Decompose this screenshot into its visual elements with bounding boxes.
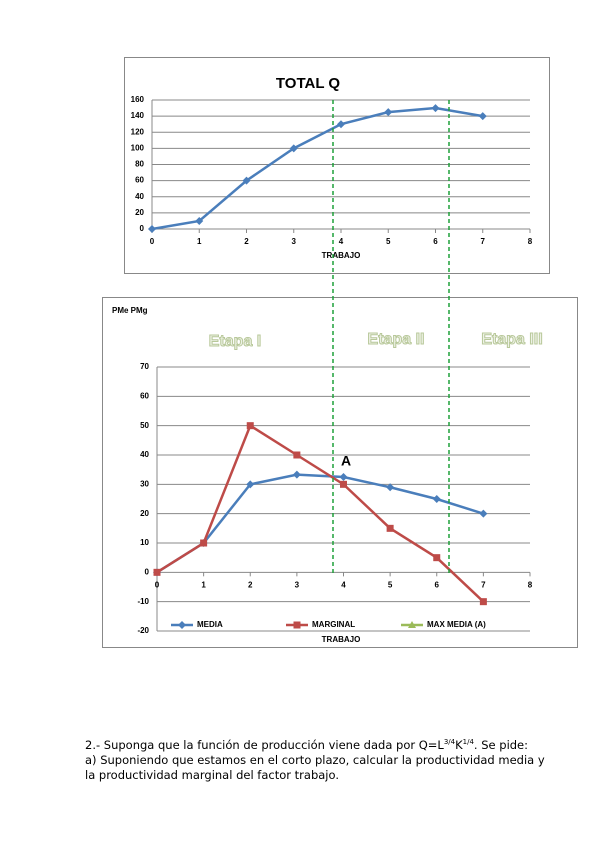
- x-tick-label: 5: [386, 237, 391, 246]
- x-tick-label: 8: [528, 237, 533, 246]
- stage-label: Etapa II: [368, 331, 425, 348]
- legend-marker: [408, 621, 416, 628]
- marker: [479, 509, 488, 518]
- marker: [386, 483, 395, 492]
- y-axis-label: PMe PMg: [112, 306, 148, 315]
- legend-marker: [293, 621, 301, 629]
- x-tick-label: 0: [150, 237, 155, 246]
- y-tick-label: 20: [135, 208, 144, 217]
- x-tick-label: 7: [481, 580, 486, 589]
- chart-frame: [102, 297, 578, 648]
- marker: [292, 470, 301, 479]
- stage-dividers: [332, 100, 450, 573]
- stage-label: Etapa I: [209, 333, 261, 350]
- series-line: [156, 473, 484, 574]
- x-tick-label: 4: [339, 237, 344, 246]
- y-tick-label: 70: [140, 362, 149, 371]
- x-tick-label: 8: [528, 580, 533, 589]
- y-tick-label: 40: [140, 450, 149, 459]
- marker: [340, 480, 347, 488]
- y-tick-label: 120: [131, 127, 145, 136]
- marker: [478, 112, 487, 121]
- y-tick-label: 50: [140, 421, 149, 430]
- legend-label: MEDIA: [197, 620, 223, 629]
- x-tick-label: 6: [435, 580, 440, 589]
- y-tick-label: 30: [140, 479, 149, 488]
- x-tick-label: 7: [481, 237, 486, 246]
- y-tick-label: 100: [131, 143, 145, 152]
- y-tick-label: 0: [145, 567, 150, 576]
- marker: [431, 104, 440, 113]
- x-axis-label: TRABAJO: [322, 635, 361, 644]
- y-tick-label: 60: [140, 391, 149, 400]
- annotation: A: [341, 453, 351, 469]
- y-tick-label: 40: [135, 192, 144, 201]
- y-tick-label: 10: [140, 538, 149, 547]
- y-tick-label: -20: [137, 626, 149, 635]
- marker: [246, 480, 255, 489]
- marker: [148, 225, 156, 233]
- x-tick-label: 6: [433, 237, 438, 246]
- text: . Se pide:: [474, 738, 528, 752]
- legend-label: MAX MEDIA (A): [427, 620, 486, 629]
- x-tick-label: 3: [295, 580, 300, 589]
- marker: [339, 473, 348, 481]
- marker: [242, 176, 251, 185]
- superscript: 3/4: [444, 738, 456, 746]
- stage-label: Etapa III: [481, 331, 542, 348]
- y-tick-label: 60: [135, 176, 144, 185]
- chart-frame: [124, 57, 550, 274]
- x-tick-label: 2: [244, 237, 249, 246]
- x-tick-label: 1: [197, 237, 202, 246]
- y-tick-label: 160: [131, 95, 145, 104]
- chart-title: TOTAL Q: [276, 75, 341, 92]
- x-tick-label: 4: [341, 580, 346, 589]
- y-tick-label: 140: [131, 111, 145, 120]
- y-tick-label: 80: [135, 160, 144, 169]
- superscript: 1/4: [463, 738, 475, 746]
- marker: [200, 539, 208, 547]
- x-axis-label: TRABAJO: [322, 251, 361, 260]
- marker: [195, 216, 204, 225]
- x-tick-label: 0: [155, 580, 160, 589]
- legend-marker: [178, 621, 186, 629]
- x-tick-label: 1: [201, 580, 206, 589]
- marker: [386, 524, 394, 532]
- marker: [337, 120, 345, 129]
- text: 2.- Suponga que la función de producción…: [85, 738, 444, 752]
- question-line: a) Suponiendo que estamos en el corto pl…: [85, 753, 545, 767]
- x-tick-label: 5: [388, 580, 393, 589]
- x-tick-label: 2: [248, 580, 253, 589]
- marker: [289, 144, 298, 153]
- marker: [479, 598, 487, 606]
- marker: [293, 451, 301, 459]
- y-tick-label: 0: [140, 224, 145, 233]
- marker: [433, 554, 441, 562]
- series-line: [156, 423, 485, 603]
- marker: [246, 422, 254, 430]
- legend-label: MARGINAL: [312, 620, 355, 629]
- question-line: la productividad marginal del factor tra…: [85, 768, 339, 782]
- x-tick-label: 3: [292, 237, 297, 246]
- marker: [432, 495, 441, 503]
- marker: [384, 108, 393, 117]
- marker: [153, 568, 161, 576]
- series-line: [151, 106, 483, 231]
- question-line: 2.- Suponga que la función de producción…: [85, 738, 528, 752]
- y-tick-label: -10: [137, 597, 149, 606]
- y-tick-label: 20: [140, 509, 149, 518]
- text: K: [455, 738, 463, 752]
